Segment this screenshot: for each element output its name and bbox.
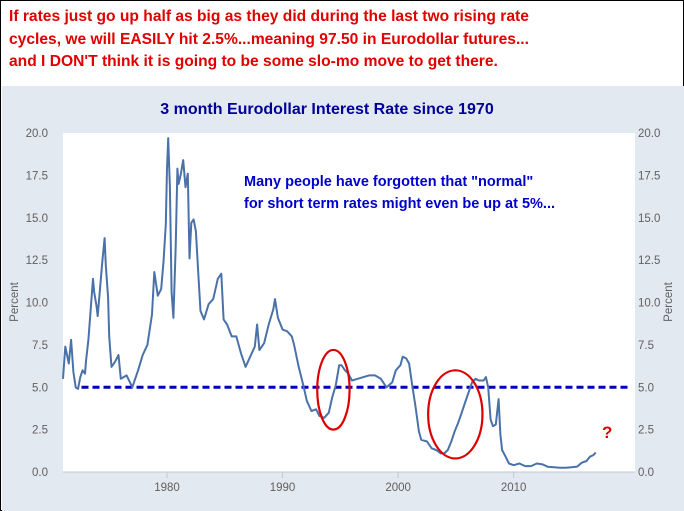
x-tick-0: 1980 <box>154 482 180 494</box>
y-tick-left-3: 7.5 <box>32 340 48 352</box>
headline-line-3: and I DON'T think it is going to be some… <box>9 53 498 70</box>
y-tick-right-8: 20.0 <box>638 128 660 140</box>
y-tick-left-8: 20.0 <box>26 128 48 140</box>
chart-title: 3 month Eurodollar Interest Rate since 1… <box>160 101 494 118</box>
chart-panel: 3 month Eurodollar Interest Rate since 1… <box>2 86 684 511</box>
headline-line-2: cycles, we will EASILY hit 2.5%...meanin… <box>9 30 529 48</box>
y-tick-left-1: 2.5 <box>32 425 48 437</box>
y-tick-left-6: 15.0 <box>26 213 48 225</box>
y-tick-right-1: 2.5 <box>638 425 654 437</box>
y-axis-title-right: Percent <box>663 281 675 321</box>
y-tick-left-4: 10.0 <box>26 298 48 310</box>
headline-line-1: If rates just go up half as big as they … <box>9 8 529 25</box>
chart-canvas: 3 month Eurodollar Interest Rate since 1… <box>9 101 675 494</box>
annotation-line-2: for short term rates might even be up at… <box>244 196 555 212</box>
y-tick-left-0: 0.0 <box>32 467 48 479</box>
x-tick-2: 2000 <box>385 482 411 494</box>
y-tick-right-2: 5.0 <box>638 382 654 394</box>
x-tick-1: 1990 <box>270 482 296 494</box>
y-tick-left-2: 5.0 <box>32 382 48 394</box>
highlight-ellipse-2 <box>427 369 484 460</box>
x-tick-3: 2010 <box>501 482 527 494</box>
y-tick-left-5: 12.5 <box>26 255 48 267</box>
y-tick-right-3: 7.5 <box>638 340 654 352</box>
y-tick-right-6: 15.0 <box>638 213 660 225</box>
y-axis-right: 0.0 2.5 5.0 7.5 10.0 12.5 15.0 17.5 20.0 <box>638 128 660 479</box>
x-axis: 1980 1990 2000 2010 <box>63 471 635 494</box>
y-tick-right-4: 10.0 <box>638 298 660 310</box>
y-tick-left-7: 17.5 <box>26 170 48 182</box>
annotation-line-1: Many people have forgotten that "normal" <box>244 174 533 190</box>
plot-area <box>63 133 635 472</box>
highlight-ellipses <box>316 348 484 460</box>
y-axis-left: 0.0 2.5 5.0 7.5 10.0 12.5 15.0 17.5 20.0 <box>26 128 48 479</box>
highlight-ellipse-1 <box>316 348 351 431</box>
headline-text: If rates just go up half as big as they … <box>9 6 681 74</box>
y-axis-title-left: Percent <box>9 281 21 321</box>
question-mark: ? <box>602 423 612 442</box>
series-line <box>62 137 597 469</box>
y-tick-right-7: 17.5 <box>638 170 660 182</box>
y-tick-right-5: 12.5 <box>638 255 660 267</box>
y-tick-right-0: 0.0 <box>638 467 654 479</box>
